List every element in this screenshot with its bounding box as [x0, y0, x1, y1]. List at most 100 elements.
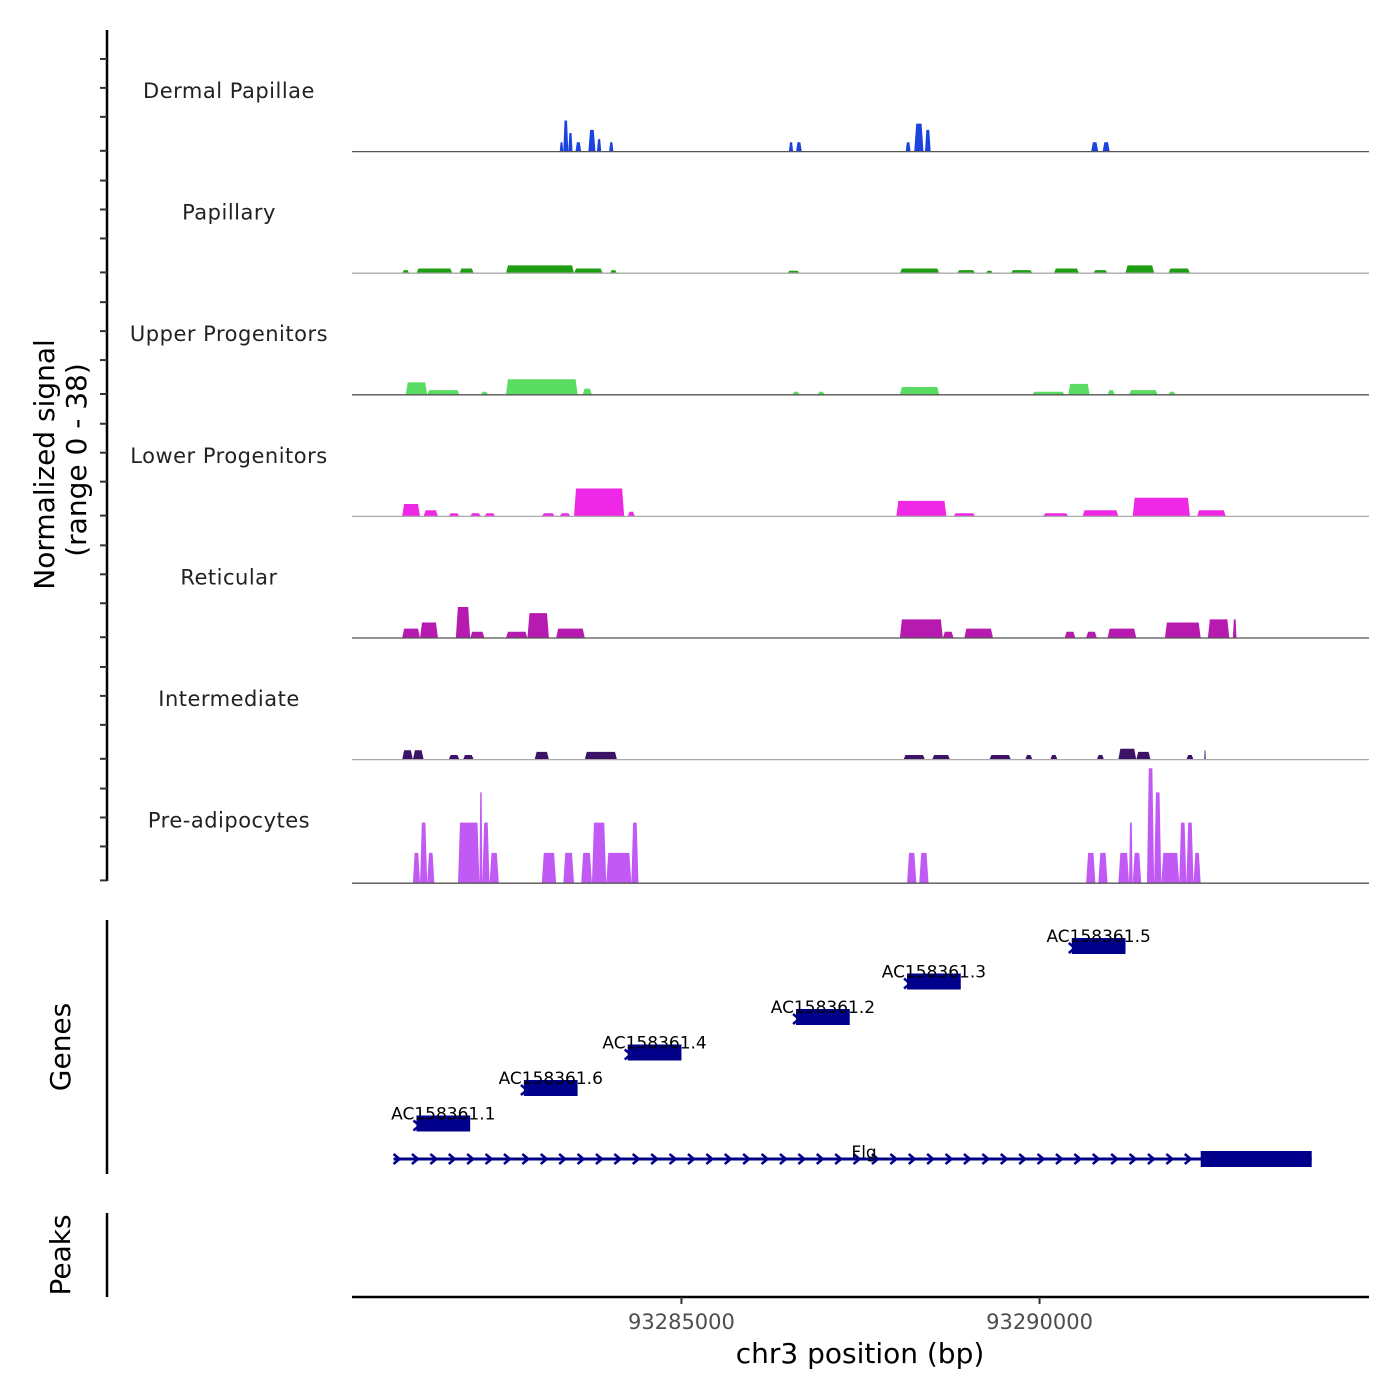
signal-peak [1082, 510, 1119, 517]
signal-peak [416, 268, 453, 274]
strand-arrow-icon [797, 1153, 807, 1165]
gene-exon [627, 1044, 682, 1061]
signal-peak [1053, 268, 1079, 274]
signal-peak [924, 129, 931, 152]
track-papillary: Papillary [182, 201, 1369, 274]
signal-peak [1118, 748, 1137, 760]
signal-peak [1025, 754, 1033, 760]
x-axis-title: chr3 position (bp) [736, 1337, 985, 1370]
signal-peak [420, 622, 438, 638]
signal-peak [1164, 622, 1201, 638]
signal-peak [1186, 822, 1194, 884]
signal-peak [1168, 268, 1190, 274]
signal-peak [1010, 270, 1033, 274]
gene-ac158361-6: AC158361.6 [499, 1069, 603, 1096]
strand-arrow-icon [631, 1153, 641, 1165]
signal-peak [914, 123, 924, 152]
strand-arrow-icon [520, 1084, 529, 1096]
y-axis-title-line1: Normalized signal [28, 339, 61, 590]
gene-flg: Flg [392, 1143, 1312, 1167]
track-label: Reticular [180, 565, 277, 589]
strand-arrow-icon [779, 1153, 788, 1165]
signal-peak [907, 852, 917, 884]
signal-peak [427, 852, 435, 884]
strand-arrow-icon [595, 1153, 604, 1165]
signal-peak [541, 852, 557, 884]
signal-peak [527, 613, 549, 638]
signal-peak [1107, 628, 1137, 638]
strand-arrow-icon [503, 1153, 512, 1165]
signal-peak [903, 754, 925, 760]
signal-peak [480, 391, 489, 395]
strand-arrow-icon [760, 1153, 770, 1165]
signal-peak [932, 754, 951, 760]
signal-peak [796, 142, 802, 152]
x-tick-label: 93290000 [986, 1310, 1093, 1334]
signal-peak [402, 628, 421, 638]
signal-peak [482, 822, 490, 884]
strand-arrow-icon [723, 1153, 733, 1165]
gene-label: AC158361.1 [391, 1105, 495, 1125]
strand-arrow-icon [411, 1153, 420, 1165]
track-pre-adipocytes: Pre-adipocytes [148, 768, 1369, 884]
strand-arrow-icon [1055, 1153, 1064, 1165]
signal-peak [1068, 383, 1090, 395]
strand-arrow-icon [1036, 1153, 1046, 1165]
signal-peak [1186, 754, 1194, 760]
strand-arrow-icon [1147, 1153, 1156, 1165]
track-lower-progenitors: Lower Progenitors [130, 444, 1369, 518]
signal-peak [899, 619, 943, 638]
signal-peak [423, 510, 438, 517]
signal-peak [563, 120, 569, 152]
signal-peak [402, 750, 413, 760]
strand-arrow-icon [687, 1153, 696, 1165]
track-reticular: Reticular [180, 565, 1369, 639]
signal-peak [534, 751, 549, 760]
signal-peak [1129, 822, 1133, 884]
gene-ac158361-4: AC158361.4 [602, 1034, 707, 1061]
track-upper-progenitors: Upper Progenitors [130, 322, 1369, 396]
signal-peak [1129, 390, 1158, 395]
strand-arrow-icon [944, 1153, 954, 1165]
strand-arrow-icon [668, 1153, 678, 1165]
strand-arrow-icon [1073, 1153, 1083, 1165]
signal-peak [788, 142, 794, 152]
signal-peak [1043, 513, 1069, 517]
signal-peak [792, 391, 800, 395]
signal-peak [455, 606, 471, 638]
y-axis-title-line2: (range 0 - 38) [60, 363, 93, 557]
gene-label: AC158361.4 [602, 1034, 706, 1054]
gene-label: AC158361.5 [1046, 927, 1150, 947]
signal-peak [919, 852, 929, 884]
signal-peak [575, 142, 582, 152]
signal-peak [463, 754, 474, 760]
strand-arrow-icon [926, 1153, 936, 1165]
strand-arrow-icon [903, 977, 913, 990]
signal-peak [596, 139, 602, 152]
genes-track-label: Genes [44, 1003, 77, 1091]
track-label: Intermediate [158, 687, 300, 711]
strand-arrow-icon [705, 1153, 715, 1165]
signal-peak [1136, 751, 1151, 760]
strand-arrow-icon [1018, 1153, 1028, 1165]
signal-peak [505, 631, 528, 638]
gene-exon [523, 1080, 578, 1096]
signal-peak [1098, 852, 1108, 884]
strand-arrow-icon [412, 1119, 422, 1132]
signal-peak [588, 129, 596, 152]
signal-peak [1161, 852, 1180, 884]
signal-peak [1204, 750, 1206, 760]
coverage-tracks: Dermal Papillae Papillary Upper Progenitor… [130, 79, 1369, 884]
gene-exon [907, 973, 961, 990]
gene-label: AC158361.2 [771, 998, 875, 1018]
strand-arrow-icon [392, 1153, 402, 1165]
track-label: Papillary [182, 201, 276, 225]
signal-peak [457, 822, 480, 884]
signal-peak [609, 142, 614, 152]
strand-arrow-icon [815, 1153, 825, 1165]
strand-arrow-icon [447, 1153, 457, 1165]
signal-peak [953, 513, 976, 517]
signal-peak [1154, 792, 1162, 884]
signal-peak [817, 391, 825, 395]
